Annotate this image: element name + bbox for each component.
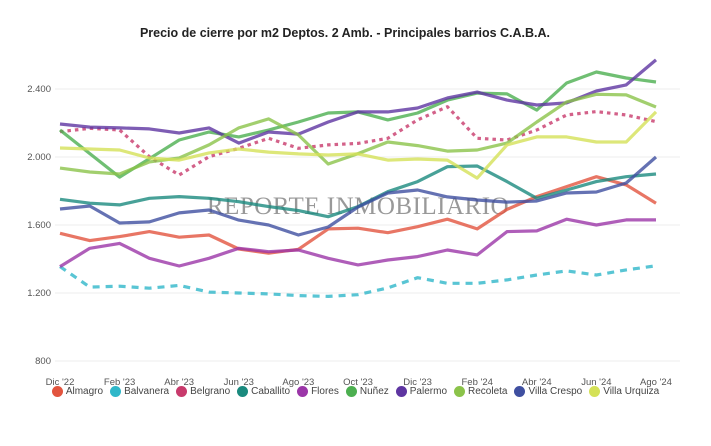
- legend-label: Nuñez: [359, 386, 389, 397]
- x-tick-label: Jun '24: [581, 377, 611, 388]
- legend-label: Recoleta: [468, 386, 508, 397]
- x-tick-label: Dic '22: [46, 377, 75, 388]
- legend-marker-icon: [297, 386, 309, 397]
- legend: Almagro Balvanera Belgrano Caballito Flores N…: [0, 386, 711, 397]
- x-tick-label: Dic '23: [403, 377, 432, 388]
- legend-marker-icon: [176, 386, 188, 397]
- legend-label: Belgrano: [190, 386, 231, 397]
- x-tick-label: Oct '23: [343, 377, 373, 388]
- y-tick-label: 800: [35, 356, 51, 367]
- legend-item-belgrano[interactable]: Belgrano: [176, 386, 230, 397]
- series-lines: [59, 58, 658, 298]
- legend-item-palermo[interactable]: Palermo: [395, 386, 448, 397]
- y-tick-label: 2.000: [27, 152, 51, 163]
- y-tick-label: 1.600: [27, 220, 51, 231]
- legend-item-villa-crespo[interactable]: Villa Crespo: [514, 386, 582, 397]
- legend-item-balvanera[interactable]: Balvanera: [110, 386, 169, 397]
- x-tick-label: Abr '23: [164, 377, 194, 388]
- legend-label: Villa Crespo: [528, 386, 583, 397]
- legend-label: Palermo: [409, 386, 448, 397]
- series-line-villa-crespo: [59, 155, 658, 237]
- series-line-recoleta: [59, 92, 657, 176]
- x-tick-label: Abr '24: [522, 377, 552, 388]
- legend-marker-icon: [345, 386, 357, 397]
- legend-marker-icon: [237, 386, 249, 397]
- legend-item-caballito[interactable]: Caballito: [237, 386, 290, 397]
- x-tick-label: Feb '24: [462, 377, 493, 388]
- legend-marker-icon: [589, 386, 601, 397]
- legend-marker-icon: [51, 386, 63, 397]
- series-line-balvanera: [59, 264, 657, 298]
- legend-label: Caballito: [251, 386, 291, 397]
- legend-item-almagro[interactable]: Almagro: [51, 386, 104, 397]
- y-tick-label: 1.200: [27, 288, 51, 299]
- legend-marker-icon: [514, 386, 526, 397]
- legend-label: Balvanera: [124, 386, 170, 397]
- x-tick-label: Ago '23: [282, 377, 314, 388]
- legend-marker-icon: [110, 386, 122, 397]
- y-axis: 800 1.200 1.600 2.000 2.400: [27, 84, 51, 367]
- legend-marker-icon: [454, 386, 466, 397]
- series-line-palermo: [59, 58, 658, 145]
- legend-label: Villa Urquiza: [603, 386, 660, 397]
- legend-item-nuñez[interactable]: Nuñez: [345, 386, 389, 397]
- gridlines: [55, 88, 680, 362]
- x-tick-label: Ago '24: [640, 377, 672, 388]
- series-line-villa-urquiza: [59, 110, 658, 180]
- series-line-belgrano: [59, 105, 657, 177]
- x-axis: Dic '22 Feb '23 Abr '23 Jun '23 Ago '23 Oct '…: [46, 377, 672, 388]
- legend-item-recoleta[interactable]: Recoleta: [454, 386, 507, 397]
- x-tick-label: Jun '23: [224, 377, 254, 388]
- legend-marker-icon: [395, 386, 407, 397]
- legend-item-villa-urquiza[interactable]: Villa Urquiza: [589, 386, 659, 397]
- legend-label: Almagro: [65, 386, 104, 397]
- legend-label: Flores: [311, 386, 339, 397]
- x-tick-label: Feb '23: [104, 377, 135, 388]
- series-line-almagro: [59, 175, 657, 255]
- legend-item-flores[interactable]: Flores: [297, 386, 339, 397]
- series-line-flores: [59, 217, 656, 268]
- y-tick-label: 2.400: [27, 84, 51, 95]
- chart-title: Precio de cierre por m2 Deptos. 2 Amb. -…: [140, 26, 550, 40]
